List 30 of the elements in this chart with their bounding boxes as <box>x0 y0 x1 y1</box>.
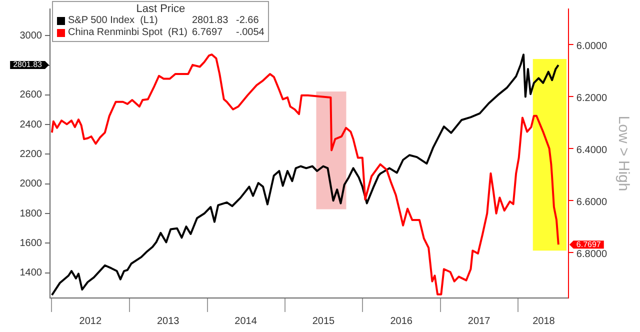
legend-title: Last Price <box>135 3 186 15</box>
legend-label: China Renminbi Spot (R1) <box>68 27 188 39</box>
y-tick-label: 2000 <box>20 178 42 190</box>
annotation: 2801.83 <box>192 15 230 27</box>
annotation: -2.66 <box>236 15 259 27</box>
y-tick-label: 3000 <box>20 30 42 42</box>
annotation: -.0054 <box>236 27 264 39</box>
y-tick-label: 1800 <box>20 208 42 220</box>
legend-label: S&P 500 Index (L1) <box>68 15 159 27</box>
y2-tick-label: 6.0000 <box>576 41 608 52</box>
x-tick-label: 2014 <box>234 316 258 327</box>
text: 6.7697 <box>576 240 601 249</box>
y-tick-label: 2200 <box>20 148 42 160</box>
annotation: 6.7697 <box>192 27 224 39</box>
x-tick-label: 2018 <box>532 316 556 327</box>
y2-axis-title: Low > High <box>614 116 632 192</box>
y2-tick-label: 6.2000 <box>576 93 608 104</box>
x-tick-label: 2012 <box>79 316 102 327</box>
y-tick-label: 1400 <box>20 268 42 279</box>
x-tick-label: 2016 <box>390 316 413 327</box>
text: 2801.83 <box>13 60 42 70</box>
y2-tick-label: 6.6000 <box>576 197 608 208</box>
x-tick-label: 2017 <box>468 316 491 327</box>
y-tick-label: 1600 <box>20 238 42 249</box>
x-tick-label: 2013 <box>156 316 180 327</box>
y-tick-label: 2400 <box>20 119 42 130</box>
y-tick-label: 2600 <box>20 90 42 101</box>
x-tick-label: 2015 <box>312 316 336 327</box>
y2-tick-label: 6.8000 <box>576 249 608 260</box>
y2-tick-label: 6.4000 <box>576 145 608 156</box>
